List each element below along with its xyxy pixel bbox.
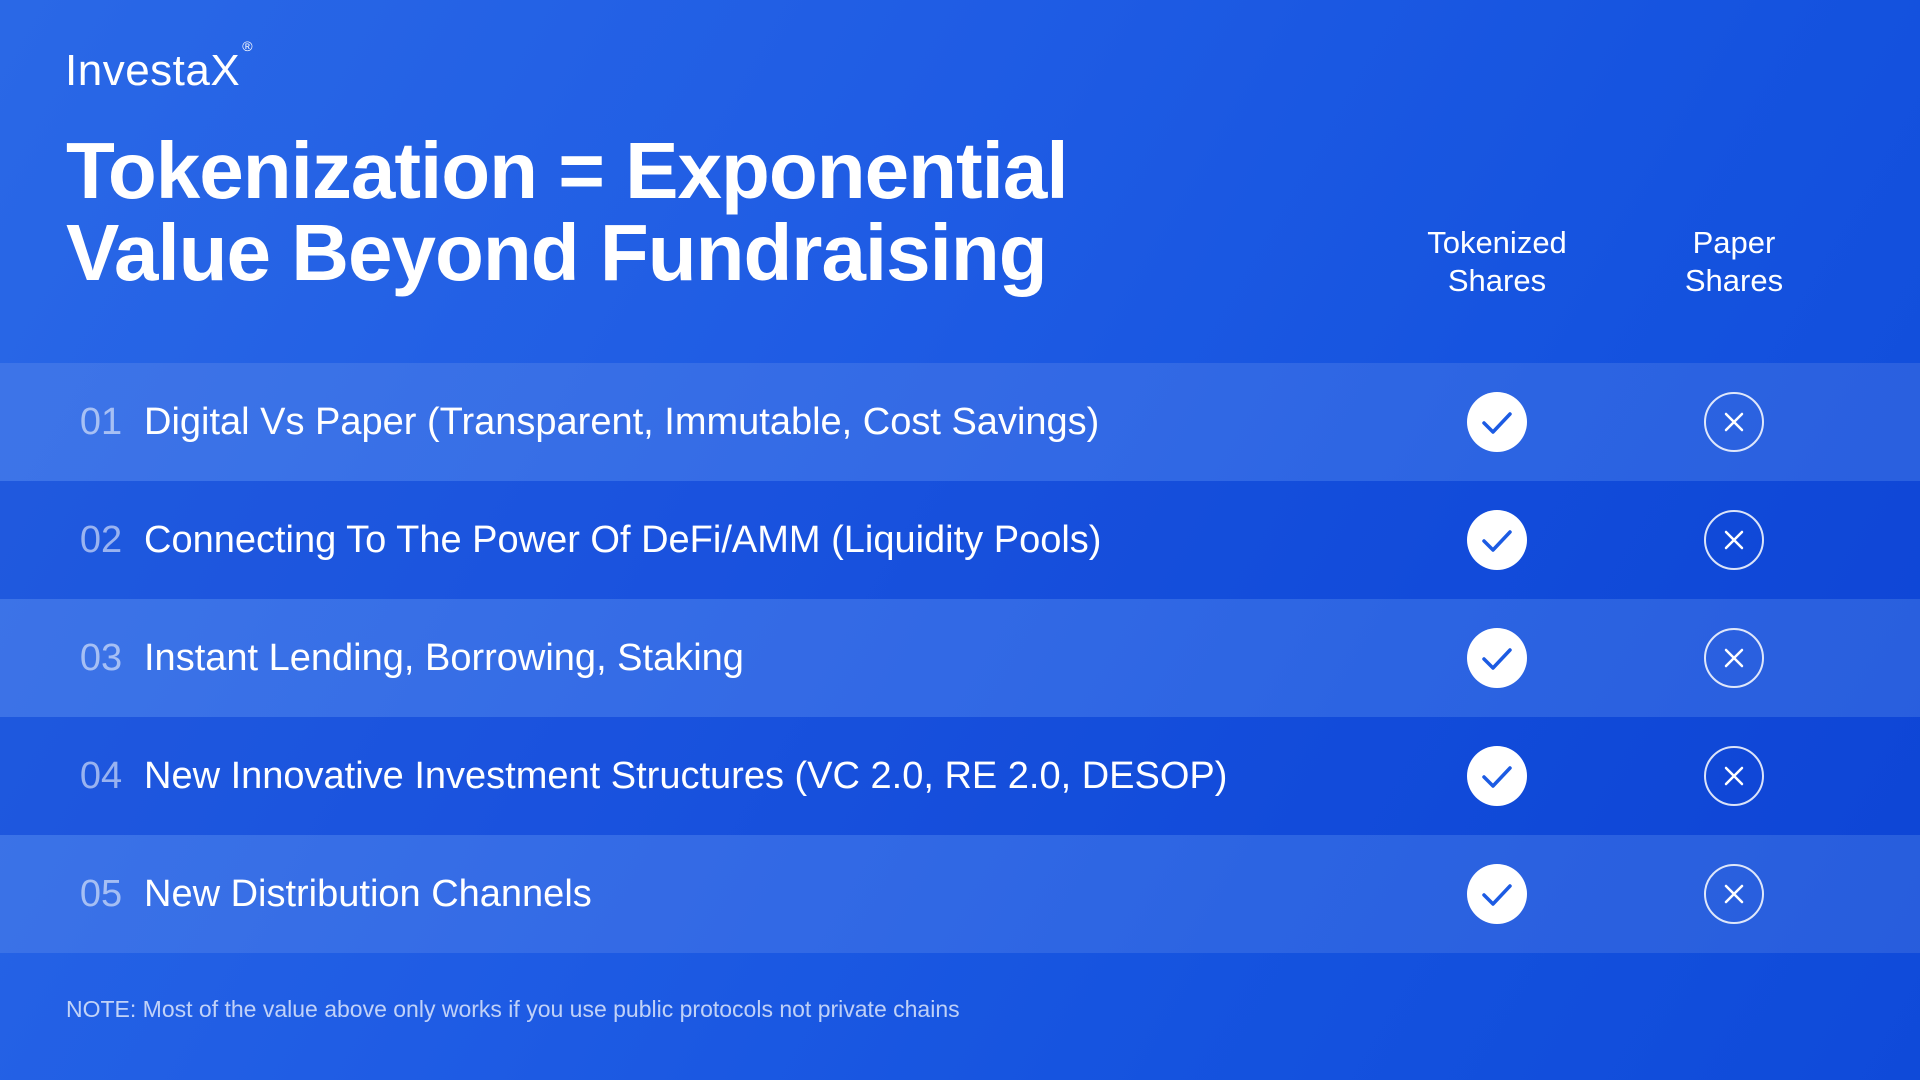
check-icon bbox=[1467, 746, 1527, 806]
row-label: Instant Lending, Borrowing, Staking bbox=[144, 637, 744, 679]
row-label: New Innovative Investment Structures (VC… bbox=[144, 755, 1228, 797]
column-header-paper-line1: Paper bbox=[1692, 225, 1776, 260]
x-icon bbox=[1704, 628, 1764, 688]
row-number: 02 bbox=[79, 519, 123, 561]
table-row: 02 Connecting To The Power Of DeFi/AMM (… bbox=[0, 481, 1920, 599]
column-header-tokenized-line1: Tokenized bbox=[1427, 225, 1567, 260]
brand-name: InvestaX bbox=[65, 46, 241, 95]
row-label: Connecting To The Power Of DeFi/AMM (Liq… bbox=[144, 519, 1102, 561]
table-row: 03 Instant Lending, Borrowing, Staking bbox=[0, 599, 1920, 717]
row-number: 03 bbox=[79, 637, 123, 679]
check-icon bbox=[1467, 628, 1527, 688]
column-header-tokenized-line2: Shares bbox=[1447, 263, 1547, 298]
row-label: New Distribution Channels bbox=[144, 873, 592, 915]
title-line-1: Tokenization = Exponential bbox=[66, 126, 1069, 215]
registered-mark: ® bbox=[242, 38, 254, 55]
table-row: 04 New Innovative Investment Structures … bbox=[0, 717, 1920, 835]
check-icon bbox=[1467, 392, 1527, 452]
column-header-paper: Paper Shares bbox=[1614, 224, 1854, 300]
row-number: 05 bbox=[79, 873, 123, 915]
column-header-paper-line2: Shares bbox=[1684, 263, 1784, 298]
row-number: 04 bbox=[79, 755, 123, 797]
column-header-tokenized: Tokenized Shares bbox=[1377, 224, 1617, 300]
x-icon bbox=[1704, 746, 1764, 806]
table-row: 05 New Distribution Channels bbox=[0, 835, 1920, 953]
page-title: Tokenization = Exponential Value Beyond … bbox=[66, 126, 1069, 297]
row-number: 01 bbox=[79, 401, 123, 443]
title-line-2: Value Beyond Fundraising bbox=[66, 208, 1048, 297]
check-icon bbox=[1467, 864, 1527, 924]
x-icon bbox=[1704, 864, 1764, 924]
comparison-table: 01 Digital Vs Paper (Transparent, Immuta… bbox=[0, 363, 1920, 953]
row-label: Digital Vs Paper (Transparent, Immutable… bbox=[144, 401, 1100, 443]
check-icon bbox=[1467, 510, 1527, 570]
footnote: NOTE: Most of the value above only works… bbox=[66, 996, 960, 1022]
x-icon bbox=[1704, 510, 1764, 570]
table-row: 01 Digital Vs Paper (Transparent, Immuta… bbox=[0, 363, 1920, 481]
brand-logo: InvestaX ® bbox=[65, 38, 253, 96]
x-icon bbox=[1704, 392, 1764, 452]
